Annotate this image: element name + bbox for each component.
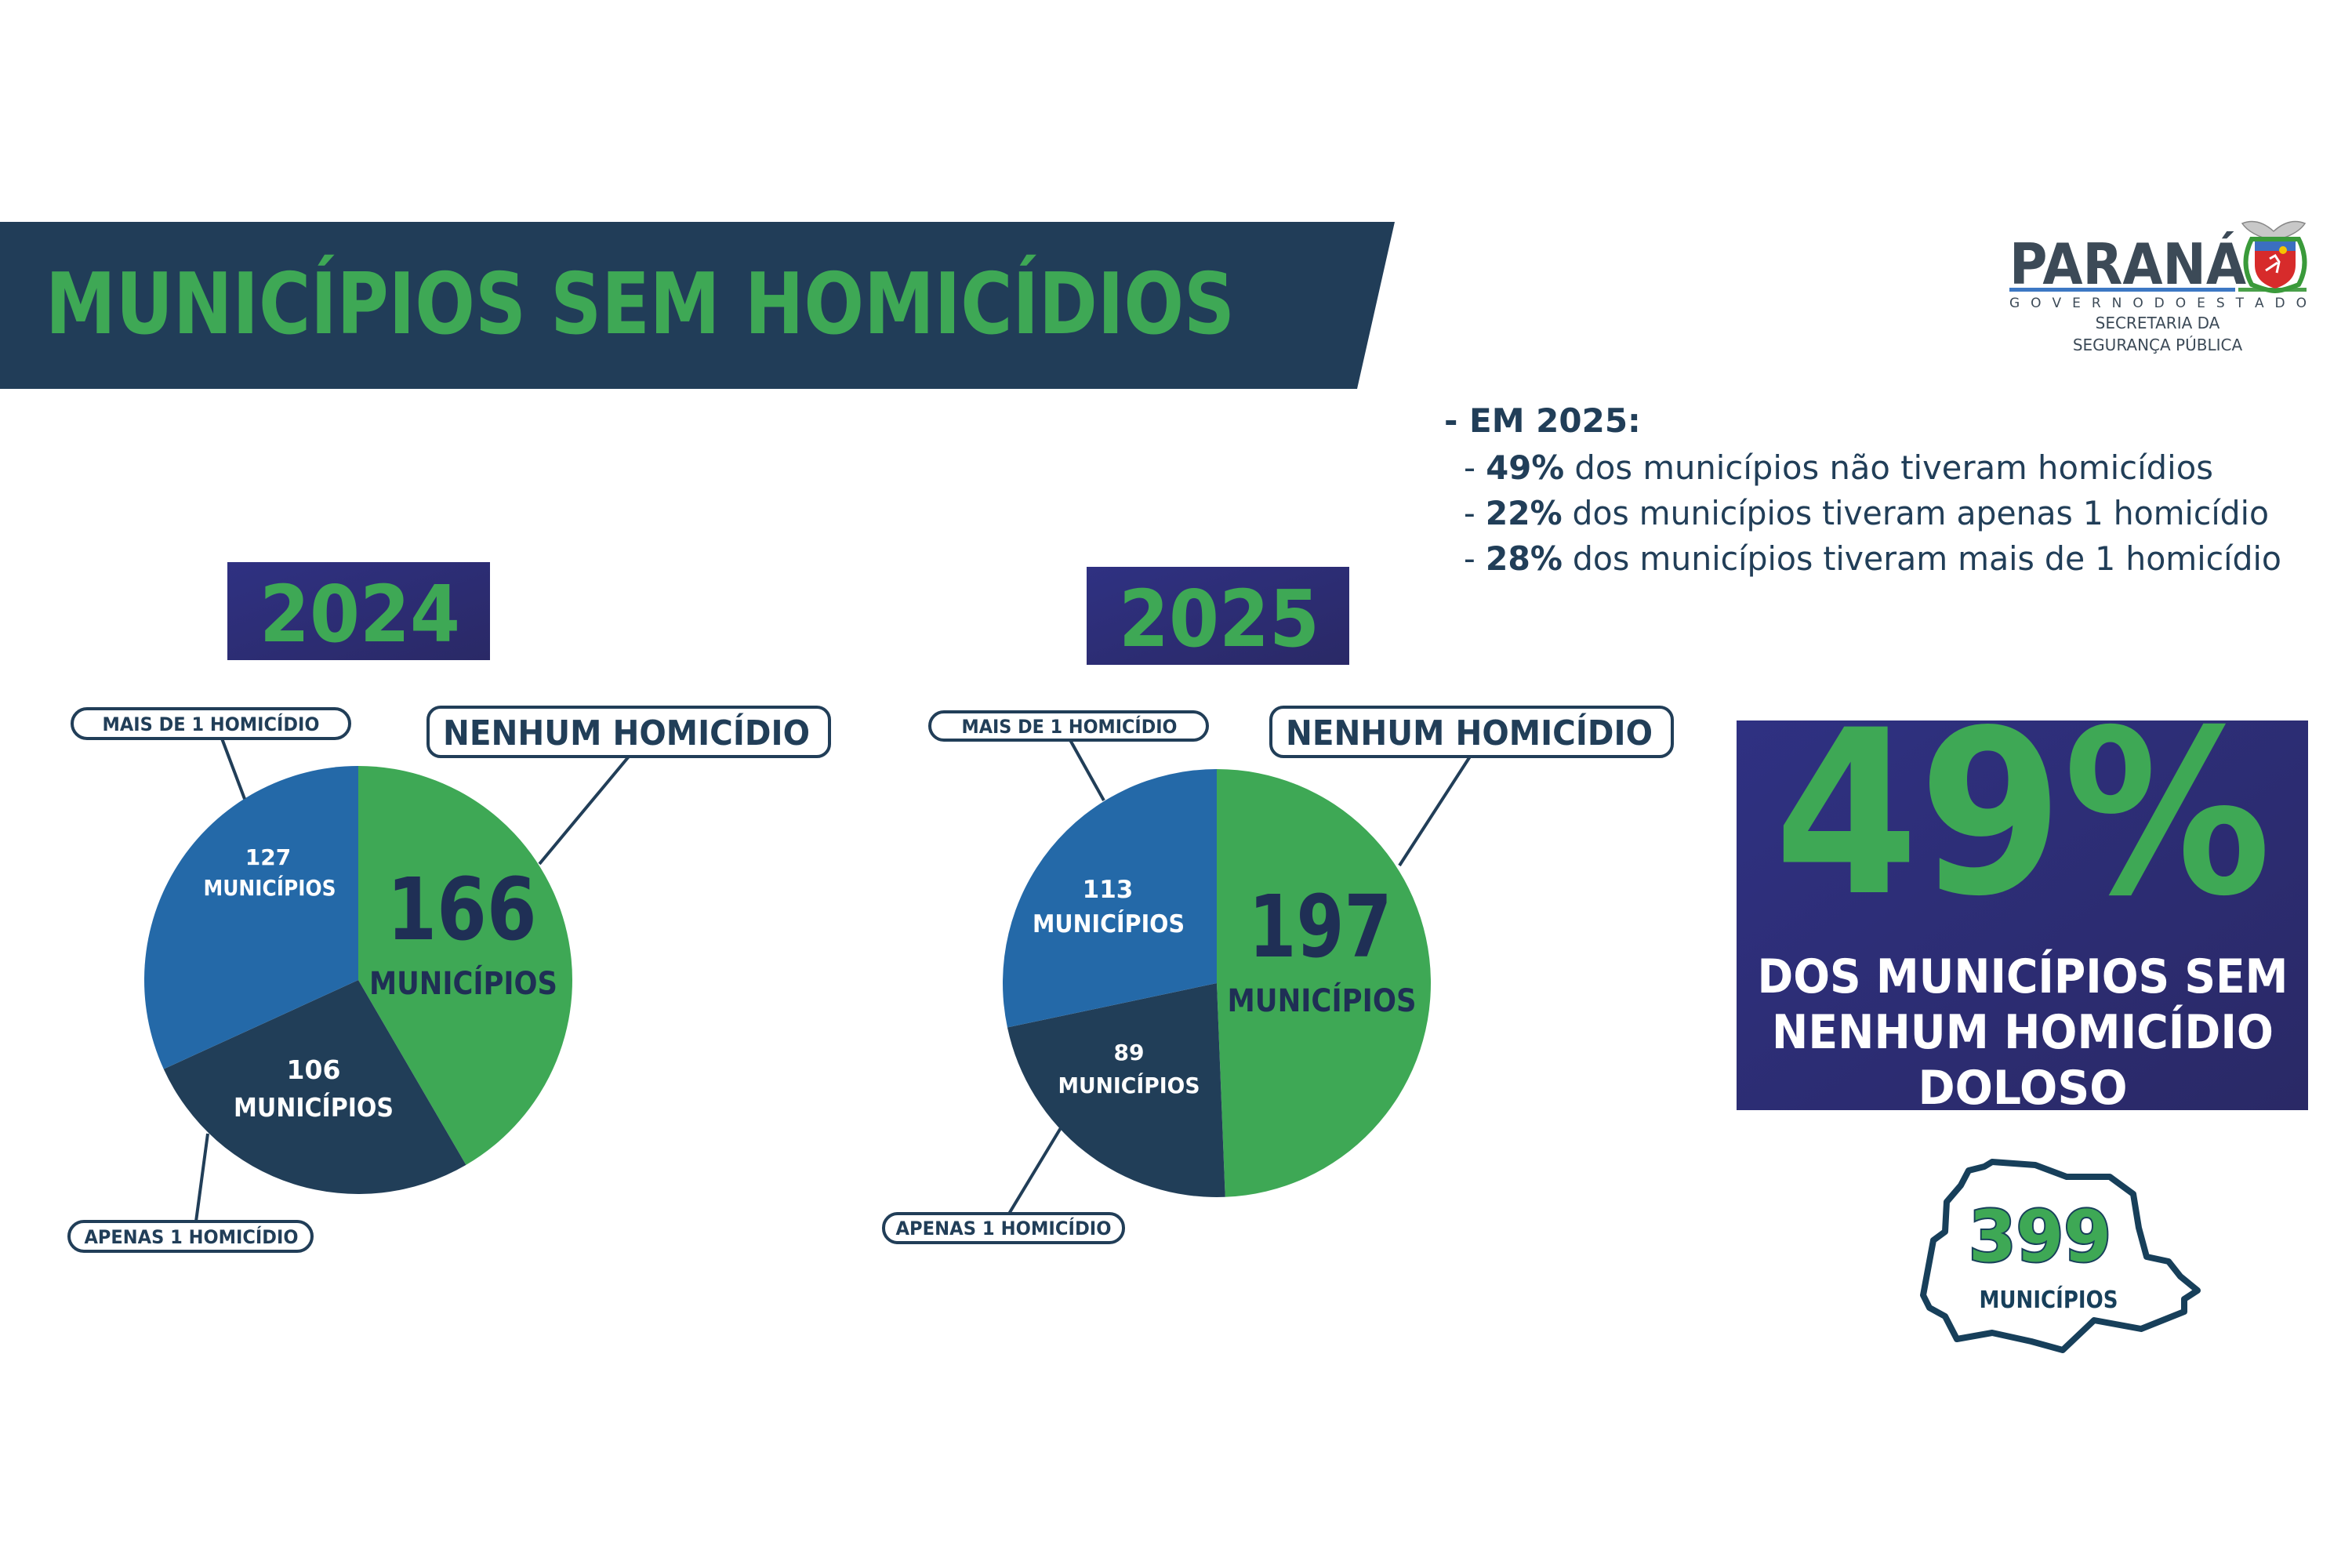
logo-subtitle: G O V E R N O D O E S T A D O (2009, 296, 2307, 311)
summary-dash: - (1464, 494, 1486, 532)
slice-unit: MUNICÍPIOS (369, 964, 557, 1002)
legend-label: APENAS 1 HOMICÍDIO (896, 1217, 1112, 1240)
pie-chart-2024 (143, 765, 572, 1194)
state-total-label: MUNICÍPIOS (1980, 1286, 2118, 1314)
highlight-value: 49% (1774, 682, 2271, 946)
legend-label: MAIS DE 1 HOMICÍDIO (103, 713, 320, 735)
highlight-bg (1737, 720, 2308, 1110)
pie-slice-mais-de-1-homicidio (143, 765, 358, 1069)
pie-chart-2025 (1003, 769, 1432, 1197)
legend-pill-2024-mais: MAIS DE 1 HOMICÍDIO (71, 707, 351, 740)
state-total-value: 399 (1969, 1196, 2111, 1278)
slice-value: 127 (245, 844, 291, 870)
slice-value: 89 (1114, 1040, 1145, 1065)
leader-line (1398, 755, 1472, 867)
leader-line (194, 1133, 209, 1222)
summary-block: - EM 2025: - 49% dos municípios não tive… (1444, 401, 2281, 578)
summary-text: dos municípios tiveram mais de 1 homicíd… (1563, 539, 2281, 578)
slice-value: 106 (287, 1054, 341, 1085)
summary-dash: - (1464, 539, 1486, 578)
parana-logo: PARANÁ G O V E R N O D O E S T A D O SEC… (2009, 220, 2307, 354)
year-badge-2025: 2025 (1087, 567, 1349, 665)
highlight-box: 49% DOS MUNICÍPIOS SEM NENHUM HOMICÍDIO … (1737, 682, 2308, 1116)
slice-unit: MUNICÍPIOS (1058, 1072, 1200, 1098)
leader-lines (194, 738, 1472, 1222)
summary-text: dos municípios não tiveram homicídios (1564, 448, 2213, 487)
leader-line (1069, 739, 1105, 801)
slice-unit: MUNICÍPIOS (234, 1091, 394, 1123)
legend-label: APENAS 1 HOMICÍDIO (85, 1225, 299, 1248)
legend-label: NENHUM HOMICÍDIO (443, 712, 810, 753)
logo-blue-rule (2009, 288, 2235, 292)
legend-pill-2025-nenhum: NENHUM HOMICÍDIO (1269, 706, 1674, 758)
year-badge-bg (227, 562, 490, 660)
legend-pill-2025-mais: MAIS DE 1 HOMICÍDIO (928, 710, 1209, 742)
logo-wordmark: PARANÁ (2009, 231, 2246, 297)
year-badge-bg (1087, 567, 1349, 665)
summary-text: dos municípios tiveram apenas 1 homicídi… (1563, 494, 2269, 532)
legend-pill-2025-apenas: APENAS 1 HOMICÍDIO (882, 1212, 1125, 1244)
slice-unit: MUNICÍPIOS (1228, 982, 1417, 1019)
year-label: 2024 (260, 568, 460, 660)
pie-slice-apenas-1-homicidio (1007, 983, 1225, 1197)
pie-slice-mais-de-1-homicidio (1003, 769, 1217, 1028)
summary-item: - 49% dos municípios não tiveram homicíd… (1464, 448, 2213, 487)
logo-dept-line2: SEGURANÇA PÚBLICA (2073, 336, 2243, 354)
page-title: MUNICÍPIOS SEM HOMICÍDIOS (45, 254, 1235, 354)
leader-line (538, 755, 630, 866)
summary-item: - 28% dos municípios tiveram mais de 1 h… (1464, 539, 2281, 578)
highlight-line: DOS MUNICÍPIOS SEM (1758, 948, 2288, 1004)
slice-labels-2025: 113 MUNICÍPIOS 197 MUNICÍPIOS 89 MUNICÍP… (1033, 876, 1417, 1098)
summary-item: - 22% dos municípios tiveram apenas 1 ho… (1464, 494, 2269, 532)
leader-line (220, 738, 246, 800)
pie-slice-apenas-1-homicidio (163, 980, 466, 1194)
summary-heading: - EM 2025: (1444, 401, 1641, 440)
state-total: 399 MUNICÍPIOS (1920, 1159, 2201, 1353)
legend-pill-2024-nenhum: NENHUM HOMICÍDIO (426, 706, 831, 758)
slice-unit: MUNICÍPIOS (1033, 910, 1185, 938)
highlight-line: NENHUM HOMICÍDIO (1772, 1004, 2274, 1060)
summary-pct: 22% (1486, 494, 1563, 532)
legend-pill-2024-apenas: APENAS 1 HOMICÍDIO (67, 1220, 314, 1253)
summary-dash: - (1464, 448, 1486, 487)
pie-slice-nenhum-homicidio (358, 766, 572, 1165)
pie-slice-nenhum-homicidio (1217, 769, 1432, 1197)
year-label: 2025 (1119, 573, 1319, 665)
slice-value: 113 (1083, 876, 1134, 904)
summary-pct: 49% (1486, 448, 1564, 487)
banner-shape (0, 222, 1395, 389)
slice-unit: MUNICÍPIOS (204, 874, 336, 901)
year-badge-2024: 2024 (227, 562, 490, 660)
leader-line (1007, 1125, 1063, 1215)
summary-pct: 28% (1486, 539, 1563, 578)
highlight-line: DOLOSO (1918, 1061, 2128, 1116)
slice-value: 197 (1249, 877, 1392, 977)
slice-value: 166 (387, 859, 537, 960)
legend-label: MAIS DE 1 HOMICÍDIO (962, 715, 1178, 738)
parana-state-map-icon (1920, 1159, 2201, 1353)
legend-label: NENHUM HOMICÍDIO (1286, 712, 1653, 753)
parana-coat-of-arms-icon (2241, 220, 2307, 294)
slice-labels-2024: 127 MUNICÍPIOS 166 MUNICÍPIOS 106 MUNICÍ… (204, 844, 558, 1123)
logo-dept-line1: SECRETARIA DA (2096, 314, 2220, 332)
title-banner: MUNICÍPIOS SEM HOMICÍDIOS (0, 222, 1395, 389)
